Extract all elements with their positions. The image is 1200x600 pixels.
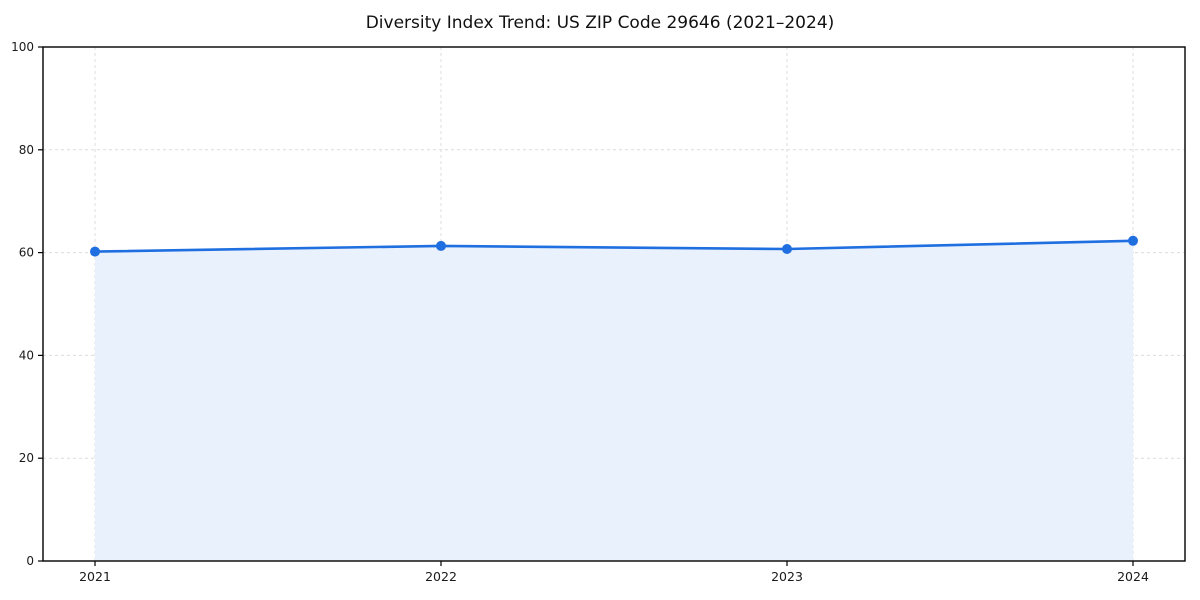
- y-tick-label: 20: [19, 451, 34, 465]
- x-tick-label: 2021: [79, 569, 111, 584]
- plot-border: [42, 46, 1186, 562]
- x-tick-label: 2024: [1117, 569, 1149, 584]
- chart-title: Diversity Index Trend: US ZIP Code 29646…: [365, 13, 835, 33]
- y-tick-label: 60: [19, 246, 34, 260]
- data-point-2023: [782, 244, 792, 255]
- trend-line: [93, 239, 1135, 253]
- data-point-2022: [436, 240, 446, 251]
- y-tick-label: 0: [26, 554, 34, 568]
- data-point-2024: [1128, 235, 1138, 246]
- area-fill: [95, 240, 1133, 561]
- x-tick-label: 2023: [771, 569, 803, 584]
- y-tick-label: 80: [19, 143, 34, 157]
- y-tick-label: 100: [11, 40, 34, 54]
- data-point-2021: [90, 246, 100, 257]
- x-tick-label: 2022: [425, 569, 457, 584]
- y-tick-label: 40: [19, 348, 34, 362]
